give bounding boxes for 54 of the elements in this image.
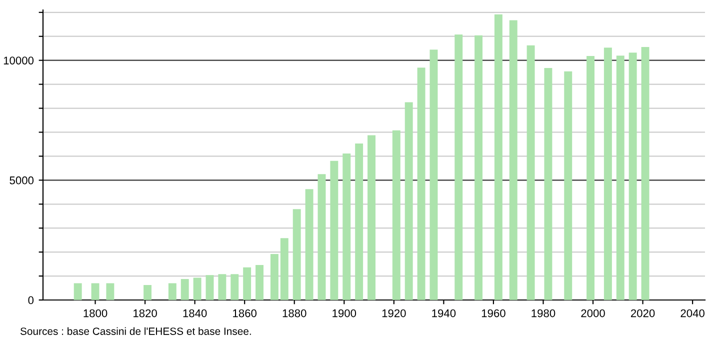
bar xyxy=(616,56,624,300)
bar xyxy=(392,130,400,300)
bar xyxy=(454,34,463,300)
bar xyxy=(526,45,535,300)
bar xyxy=(74,283,82,300)
bar xyxy=(206,275,214,300)
bar xyxy=(218,274,226,300)
bar xyxy=(604,48,612,300)
bar xyxy=(342,154,351,300)
bar xyxy=(91,283,100,300)
bar xyxy=(430,50,438,300)
x-tick-label: 1980 xyxy=(532,309,556,318)
x-tick-label: 1820 xyxy=(134,309,157,318)
bar xyxy=(355,143,364,300)
x-tick-label: 2020 xyxy=(630,309,655,318)
y-tick-label: 0 xyxy=(28,296,34,304)
bar xyxy=(193,278,202,300)
x-tick-label: 2000 xyxy=(581,309,605,318)
source-note: Sources : base Cassini de l'EHESS et base Insee. xyxy=(20,327,251,335)
bar xyxy=(544,68,552,300)
bar xyxy=(564,71,572,300)
bar xyxy=(474,35,483,300)
bar xyxy=(494,14,502,300)
bar xyxy=(144,285,152,300)
x-tick-label: 2040 xyxy=(680,309,704,318)
x-tick-label: 1920 xyxy=(382,309,406,318)
bar xyxy=(404,102,413,300)
x-tick-label: 1940 xyxy=(432,309,456,318)
x-tick-label: 1880 xyxy=(282,309,306,318)
bar xyxy=(318,174,326,300)
bar xyxy=(586,56,594,300)
bar xyxy=(168,283,176,300)
x-tick-label: 1840 xyxy=(183,309,207,318)
y-tick-label: 5000 xyxy=(10,176,34,184)
bar xyxy=(641,47,650,300)
bar xyxy=(305,189,314,300)
bar xyxy=(628,52,637,300)
bar xyxy=(368,135,376,300)
bar xyxy=(330,160,338,300)
bar xyxy=(280,238,288,300)
bar xyxy=(270,254,278,300)
bar xyxy=(509,20,518,300)
bar xyxy=(292,209,301,300)
bar xyxy=(243,267,252,300)
x-tick-label: 1900 xyxy=(332,309,356,318)
bar xyxy=(230,274,239,300)
y-tick-label: 10000 xyxy=(4,56,34,64)
x-tick-label: 1860 xyxy=(233,309,257,318)
x-tick-label: 1800 xyxy=(84,309,108,318)
bar xyxy=(256,265,264,300)
bar xyxy=(106,283,114,300)
bar xyxy=(417,68,426,300)
x-tick-label: 1960 xyxy=(482,309,506,318)
bar xyxy=(180,279,189,300)
